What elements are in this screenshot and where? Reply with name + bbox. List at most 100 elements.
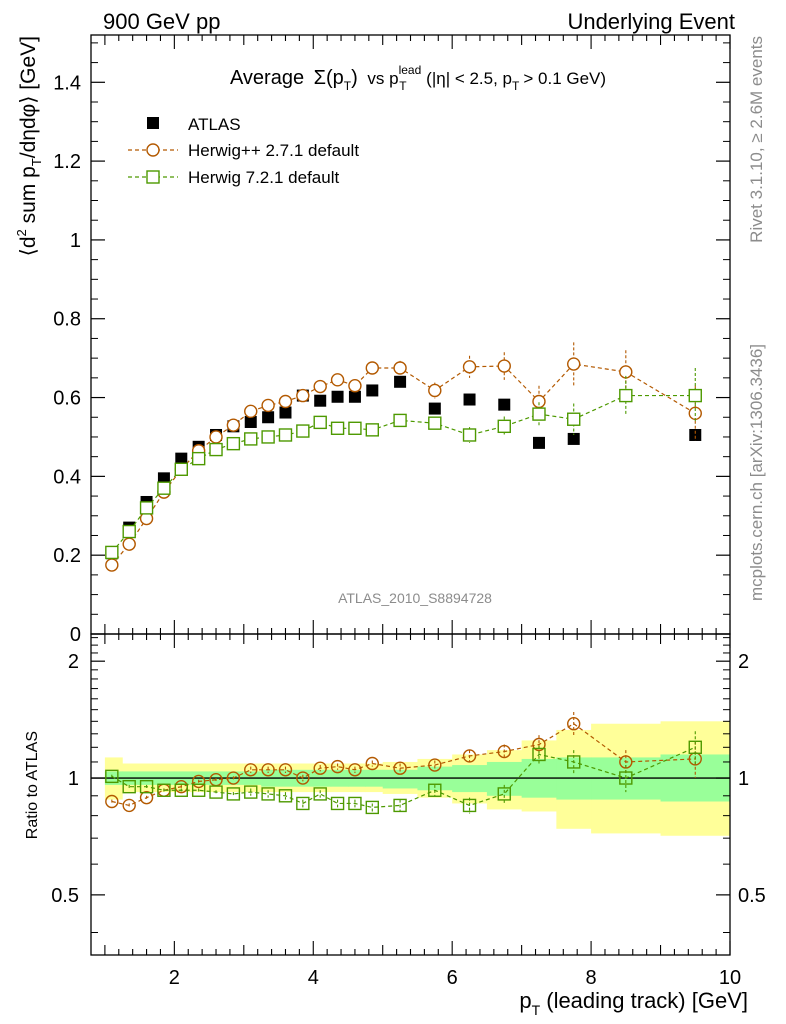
ratio-point-herwigpp [226,771,241,785]
data-point-herwigpp [296,388,310,403]
data-point-herwigpp [226,418,241,432]
ratio-point-herwig7 [532,747,546,762]
data-point-herwig7 [278,428,293,442]
ratio-point-herwig7 [226,787,241,801]
ylabel-c: /dηdφ⟩ [GeV] [17,36,40,158]
data-point-herwigpp [532,394,546,409]
data-point-herwig7 [105,545,119,560]
analysis-watermark: ATLAS_2010_S8894728 [338,590,492,606]
ratio-point-herwigpp [105,794,119,809]
ratio-point-herwig7 [567,755,581,769]
main-ytick-label: 0 [70,624,81,646]
ratio-point-herwigpp [393,761,407,775]
title-main: Average [230,67,304,89]
data-point-herwigpp [348,379,362,393]
ratio-point-herwig7 [688,740,702,754]
ylabel-a: ⟨d [17,236,40,256]
data-point-herwig7 [497,419,511,434]
legend-marker-herwigpp [146,143,160,157]
data-point-herwigpp [365,361,379,375]
ratio-point-herwig7 [296,796,310,811]
title-cuts-b: > 0.1 GeV) [523,69,606,88]
legend-label-atlas: ATLAS [188,115,241,134]
ratio-ylabel: Ratio to ATLAS [24,731,41,839]
data-point-atlas [348,390,361,403]
title-vs: vs p [367,69,398,88]
ratio-ytick-label-right: 2 [738,651,749,673]
data-point-herwigpp [278,394,293,409]
ratio-point-herwig7 [348,796,362,811]
x-tick-label: 6 [447,967,458,989]
ratio-point-herwig7 [105,769,119,784]
main-x-ticks [104,35,731,634]
ratio-point-herwig7 [139,779,154,794]
data-point-atlas [394,375,407,388]
ratio-point-herwigpp [261,763,275,777]
band-stat [382,769,418,789]
data-point-herwigpp [428,383,442,398]
x-axis-label: pT (leading track) [GeV] [519,988,748,1018]
ratio-y-axis: 0.5 0.5 1 1 2 2 [51,637,766,933]
data-point-herwig7 [157,481,171,495]
title-sigma-close: ) [351,67,358,89]
main-ytick-label: 0.2 [53,545,81,567]
main-ytick-label: 0.8 [53,309,81,331]
ratio-point-herwig7 [157,783,171,797]
x-tick-label: 10 [719,967,741,989]
main-panel: 00.20.40.60.811.21.4 Average Σ(pT) vs pl… [14,34,731,646]
data-point-herwigpp [105,558,119,572]
title-lead: lead [399,63,422,77]
data-point-herwig7 [174,462,188,476]
ratio-point-herwigpp [139,790,154,805]
data-point-atlas [463,393,476,406]
data-point-atlas [331,390,344,403]
mcplots-label: mcplots.cern.ch [arXiv:1306.3436] [747,344,766,601]
main-ylabel: ⟨d2 sum pT/dηdφ⟩ [GeV] [14,36,44,256]
main-y-axis: 0 0.2 0.4 0.6 0.8 1 1.2 1.4 [53,42,730,646]
data-point-atlas [567,432,580,445]
x-tick-label: 8 [586,967,597,989]
data-point-herwig7 [688,388,702,403]
ratio-point-herwig7 [619,771,633,785]
ratio-point-herwigpp [532,737,546,752]
ratio-point-herwigpp [313,761,327,775]
data-point-herwigpp [209,430,223,444]
header-right: Underlying Event [567,9,735,34]
ratio-series [105,711,702,815]
data-point-herwig7 [244,432,258,446]
data-point-atlas [498,398,511,411]
ratio-series-line [111,723,696,807]
ratio-point-herwigpp [278,763,293,777]
xlabel-b: (leading track) [GeV] [540,988,748,1013]
header-left: 900 GeV pp [103,9,220,34]
ylabel-b: sum p [17,166,40,229]
main-ytick-label: 0.6 [53,388,81,410]
legend: ATLAS Herwig++ 2.7.1 default Herwig 7.2.… [128,115,359,187]
ratio-point-herwig7 [497,787,511,801]
x-tick-label: 2 [169,967,180,989]
title-sigma-sub: T [344,79,352,93]
ratio-point-herwig7 [244,785,258,799]
data-point-herwig7 [348,421,362,435]
ratio-point-herwigpp [567,717,581,731]
data-point-herwigpp [462,360,477,374]
ratio-point-herwigpp [348,763,362,777]
data-point-atlas [366,384,379,397]
data-point-herwigpp [313,379,327,394]
title-cuts-a: (|η| < 2.5, p [426,69,512,88]
ratio-ytick-label-right: 0.5 [738,885,766,907]
data-point-herwig7 [226,436,241,451]
ratio-point-herwigpp [296,771,310,785]
data-point-atlas [689,428,702,441]
series-line-2 [111,394,696,553]
data-point-herwigpp [567,357,581,371]
xlabel-a: p [519,988,531,1013]
ratio-point-herwig7 [393,798,407,813]
data-point-herwig7 [122,524,136,539]
data-point-herwig7 [532,407,546,421]
legend-marker-atlas [147,117,159,129]
data-point-atlas [175,452,188,465]
data-point-herwig7 [296,424,310,438]
ratio-point-herwigpp [191,774,206,789]
